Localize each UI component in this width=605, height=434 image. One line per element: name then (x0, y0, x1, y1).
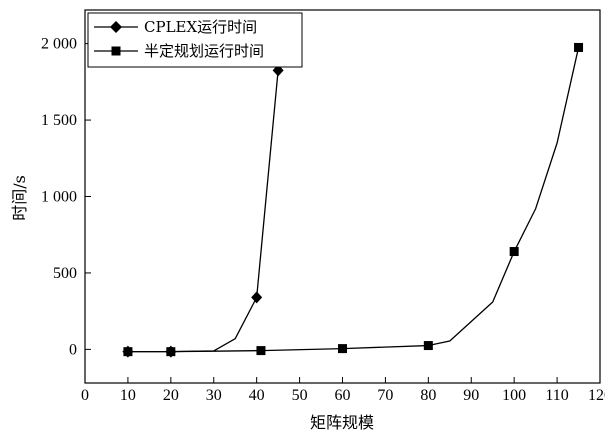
y-tick-label: 2 000 (41, 36, 77, 53)
series-layer (122, 42, 584, 358)
x-tick-label: 70 (377, 387, 393, 404)
legend-label-cplex: CPLEX运行时间 (144, 18, 257, 36)
x-tick-label: 120 (588, 387, 605, 404)
square-point (166, 347, 176, 357)
x-tick-label: 90 (463, 387, 479, 404)
legend-diamond-marker (110, 21, 122, 33)
x-axis: 0 10 20 30 40 50 60 70 80 90 100 110 120 (81, 377, 605, 404)
x-tick-label: 40 (249, 387, 265, 404)
series-line-1 (127, 70, 279, 353)
y-tick-label: 0 (69, 341, 77, 358)
x-tick-label: 60 (335, 387, 351, 404)
x-tick-label: 30 (206, 387, 222, 404)
square-point (123, 347, 133, 357)
legend: CPLEX运行时间 半定规划运行时间 (87, 12, 303, 68)
y-tick-label: 500 (53, 265, 77, 282)
legend-label-sdp: 半定规划运行时间 (144, 42, 264, 60)
x-tick-label: 50 (292, 387, 308, 404)
legend-square-marker (111, 46, 121, 56)
y-axis-title: 时间/s (10, 175, 29, 221)
x-tick-label: 10 (120, 387, 136, 404)
diamond-point (251, 291, 263, 304)
legend-box (87, 12, 303, 68)
x-tick-label: 110 (545, 387, 568, 404)
x-tick-label: 20 (163, 387, 179, 404)
y-tick-label: 1 000 (41, 189, 77, 206)
square-point (574, 42, 584, 52)
y-axis: 0 500 1 000 1 500 2 000 (41, 36, 91, 358)
x-tick-label: 0 (81, 387, 89, 404)
square-point (256, 346, 266, 356)
y-tick-label: 1 500 (41, 112, 77, 129)
x-axis-title: 矩阵规模 (310, 413, 374, 432)
x-tick-label: 80 (420, 387, 436, 404)
square-point (338, 344, 347, 354)
series-line-2 (127, 47, 580, 353)
square-point (509, 247, 519, 257)
x-tick-label: 100 (502, 387, 526, 404)
square-point (423, 341, 433, 351)
